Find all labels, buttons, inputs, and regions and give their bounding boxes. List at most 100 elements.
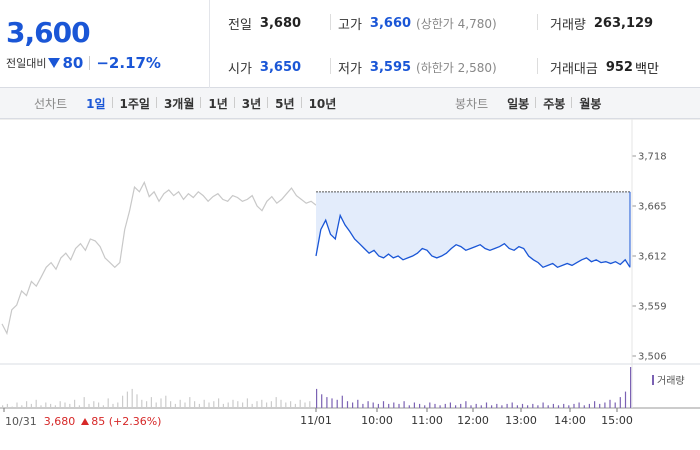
tab-10year[interactable]: 10년 [300,95,344,112]
volume-bar-prev [136,394,138,408]
change-value: 80 [62,54,84,72]
volume-bar-prev [290,401,292,408]
volume-bar-prev [16,402,18,408]
price-box: 3,600 전일대비 80 −2.17% [0,0,210,88]
low-value: 3,595 [369,59,412,75]
volume-bar-prev [189,397,191,408]
volume-bar-today [619,397,621,408]
tab-3month[interactable]: 3개월 [155,95,201,112]
prev-day-info: 10/31 3,680 85 (+2.36%) [5,415,161,428]
volume-bar-prev [275,397,277,408]
tab-1day[interactable]: 1일 [86,97,106,111]
volume-bar-prev [131,388,133,408]
volume-bar-prev [112,403,114,408]
volume-bar-today [331,398,333,408]
volume-bar-prev [141,399,143,408]
volume-bar-prev [59,401,61,408]
prev-close-value: 3,680 [259,15,302,31]
volume-bar-today [341,395,343,408]
divider [89,56,91,70]
amount-unit: 백만 [634,61,659,77]
change-rate: −2.17% [96,54,161,72]
tab-1week[interactable]: 1주일 [111,95,157,112]
volume-bar-today [516,405,518,408]
volume-bar-today [357,399,359,408]
volume-bar-prev [11,406,13,408]
low-price: 저가 3,595 (하한가 2,580) [338,57,497,77]
volume-bar-today [511,402,513,408]
volume-bar-today [475,403,477,408]
volume-bar-today [609,399,611,408]
volume-bar-today [424,405,426,408]
volume-bar-prev [74,399,76,408]
volume-swatch [652,374,654,385]
chart-tab-bar: 선차트 1일 1주일 3개월 1년 3년 5년 10년 봉차트 일봉 주봉 월봉 [0,88,700,119]
volume-bar-today [583,405,585,408]
prev-change: 85 [91,415,106,428]
volume-bar-prev [266,402,268,408]
volume-bar-prev [227,402,229,408]
volume-bar-prev [304,402,306,408]
volume-bar-today [321,394,323,408]
volume-bar-prev [242,402,244,408]
tab-5year[interactable]: 5년 [267,95,301,112]
lower-limit: (하한가 2,580) [416,60,497,75]
tab-3year[interactable]: 3년 [233,95,268,112]
prev-rate: (+2.36%) [108,415,162,428]
x-tick-label: 10:00 [361,414,393,427]
volume-bar-prev [78,405,80,408]
volume-bar-today [485,402,488,408]
volume-bar-today [537,405,539,408]
volume-bar-today [527,405,529,408]
volume-bar-today [449,402,451,408]
change-label: 전일대비 [6,57,47,70]
down-arrow-icon [48,58,61,68]
volume-bar-today [624,391,627,408]
tab-1year[interactable]: 1년 [200,95,234,112]
tab-weekly-candle[interactable]: 주봉 [535,95,572,112]
volume-bar-prev [117,402,119,408]
volume-bar-today [573,403,575,408]
open-price: 시가 3,650 [228,57,301,77]
prev-day-price-line [1,180,317,336]
volume-bar-today [429,402,431,408]
volume-bar-today [599,403,601,408]
volume-bar-today [588,403,590,408]
volume-bar-today [578,402,580,408]
volume-bar-prev [155,402,157,408]
volume-bar-today [444,403,446,408]
tab-daily-candle[interactable]: 일봉 [507,97,530,111]
volume-bar-prev [208,402,210,408]
volume-bar-prev [270,401,272,408]
volume-bar-today [346,401,349,408]
prev-price: 3,680 [43,415,76,428]
prev-close-label: 전일 [228,17,252,33]
info-grid: 전일 3,680 고가 3,660 (상한가 4,780) 거래량 263,12… [210,0,700,88]
volume-legend: 거래량 [652,372,685,387]
volume-bar-today [336,399,338,408]
today-price-area [316,191,630,268]
x-tick-label: 15:00 [601,414,633,427]
y-tick-label: 3,612 [638,252,667,263]
volume-bar-prev [35,399,37,408]
volume-bar-prev [280,399,282,408]
volume-bar-prev [93,401,95,408]
volume-bar-prev [64,402,66,408]
volume-bar-prev [198,403,200,408]
tab-monthly-candle[interactable]: 월봉 [571,95,608,112]
prev-date: 10/31 [5,415,37,428]
volume-bar-today [496,403,498,408]
volume-bar-prev [256,401,258,408]
price-chart[interactable]: 3,718 3,665 3,612 3,559 3,506 11/01 10:00 11:00… [0,119,700,450]
today-price-line [315,213,631,269]
candle-chart-tabs: 봉차트 일봉 주봉 월봉 [455,88,608,119]
volume-bar-prev [21,405,23,408]
change-row: 전일대비 80 −2.17% [6,54,161,72]
volume-bar-prev [294,403,296,408]
open-value: 3,650 [259,59,302,75]
volume-bar-today [362,403,364,408]
volume-bar-prev [213,401,215,408]
volume-bar-prev [146,401,148,408]
volume-bar-prev [251,403,253,408]
volume-bar-today [377,403,379,408]
